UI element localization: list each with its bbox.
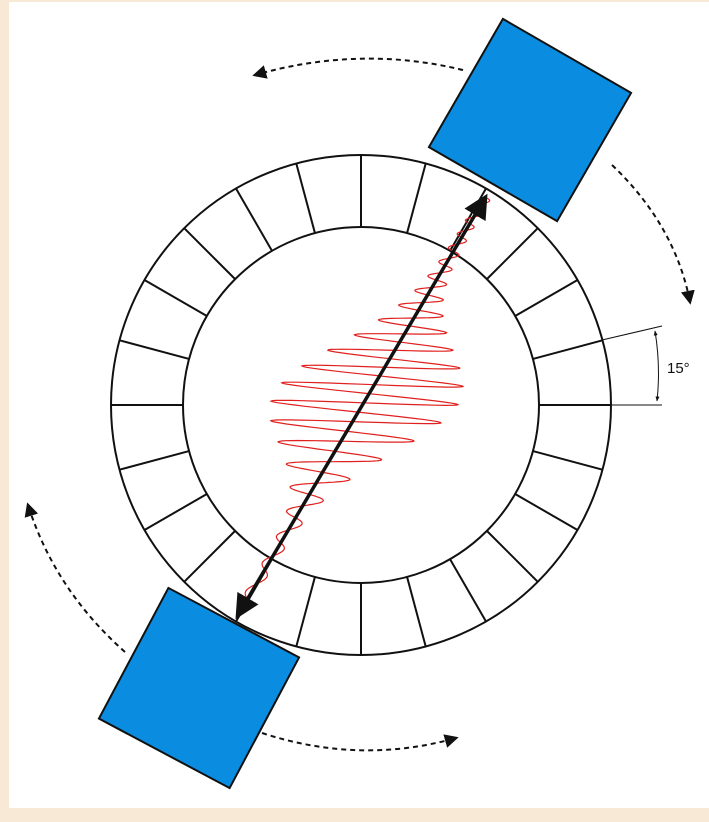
reference-line: [601, 325, 663, 341]
segment-divider: [143, 493, 208, 531]
segment-divider: [532, 450, 603, 471]
segment-divider: [183, 227, 236, 280]
segment-divider: [143, 279, 208, 317]
rotation-arrow: [252, 57, 464, 79]
angle-arc: [653, 330, 660, 402]
detector-block: [97, 586, 301, 790]
segment-divider: [514, 493, 579, 531]
rotation-arrow: [24, 502, 126, 653]
segment-divider: [119, 339, 190, 360]
segment-divider: [486, 530, 539, 583]
beam-arrow: [235, 193, 488, 620]
rotation-arrow: [611, 164, 695, 305]
detector-block: [427, 17, 633, 223]
segment-divider: [532, 339, 603, 360]
segment-divider: [514, 279, 579, 317]
segment-divider: [486, 227, 539, 280]
rotation-arrow: [261, 732, 459, 752]
segment-divider: [183, 530, 236, 583]
angle-label: 15°: [667, 360, 690, 377]
segment-divider: [119, 450, 190, 471]
